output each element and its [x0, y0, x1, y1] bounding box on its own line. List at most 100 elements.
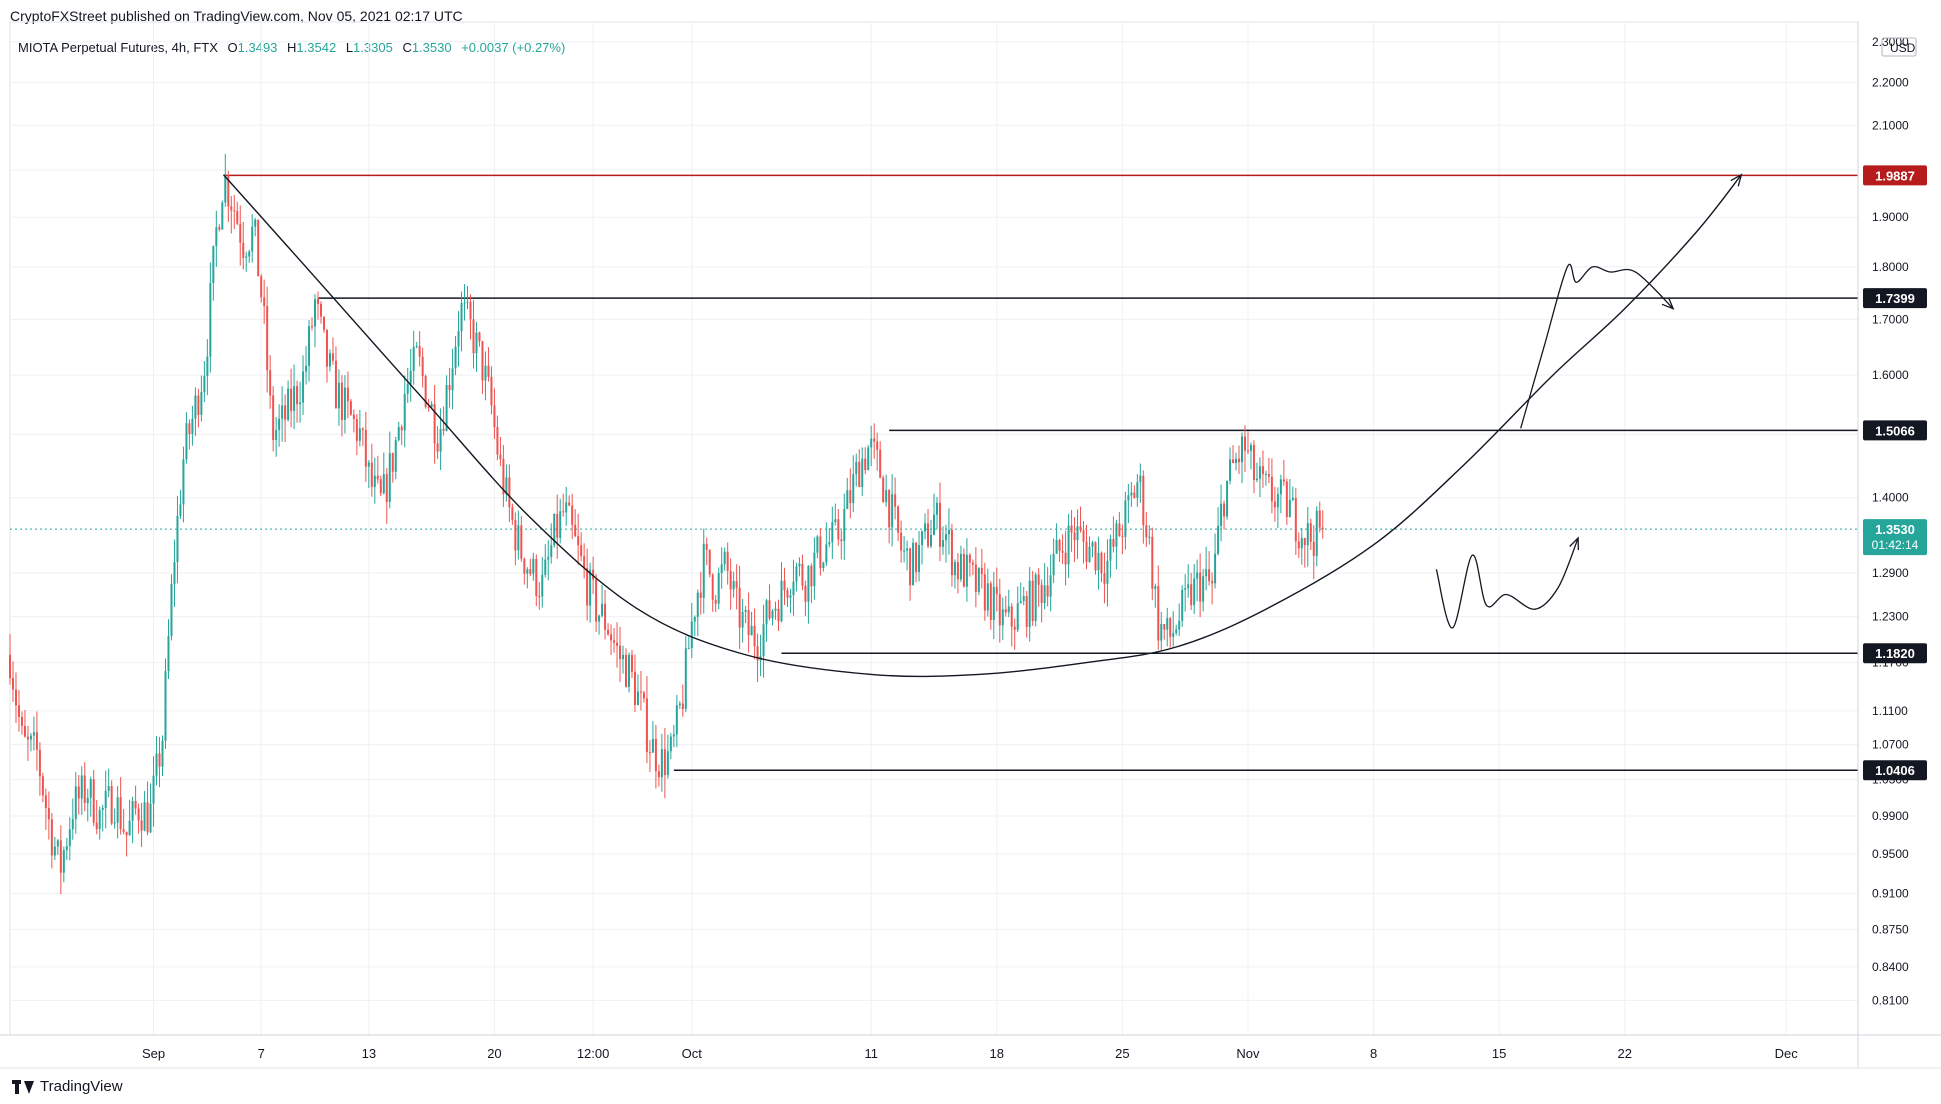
candle-body	[1088, 546, 1091, 562]
candle-body	[592, 569, 595, 580]
price-tick-label: 1.1100	[1872, 704, 1908, 718]
candle-body	[930, 534, 933, 547]
candle-body	[1172, 633, 1175, 637]
candle-body	[717, 573, 720, 604]
candle-body	[38, 749, 41, 777]
candle-body	[550, 545, 553, 557]
candle-body	[397, 426, 400, 441]
candle-body	[535, 558, 538, 597]
candle-body	[418, 345, 421, 357]
candle-body	[568, 502, 571, 506]
price-tick-label: 0.9100	[1872, 886, 1909, 900]
candle-body	[328, 353, 331, 367]
price-tick-label: 0.9900	[1872, 809, 1909, 823]
low-label: L	[345, 40, 354, 55]
symbol-legend: MIOTA Perpetual Futures, 4h, FTX O1.3493…	[18, 40, 565, 55]
candle-body	[1175, 629, 1178, 634]
candle-body	[251, 226, 254, 252]
candle-body	[1019, 600, 1022, 604]
candle-body	[861, 458, 864, 488]
candle-body	[1306, 523, 1309, 546]
candle-body	[334, 360, 337, 409]
candle-body	[409, 370, 412, 384]
price-axis[interactable]: 0.81000.84000.87500.91000.95000.99001.03…	[1857, 22, 1927, 1068]
candle-body	[595, 579, 598, 622]
candle-body	[816, 536, 819, 553]
candle-body	[370, 462, 373, 487]
candle-body	[822, 562, 825, 569]
candle-body	[1109, 538, 1112, 561]
candle-body	[1010, 606, 1013, 627]
candle-body	[1115, 523, 1118, 547]
candle-body	[1094, 542, 1097, 571]
candle-body	[439, 428, 442, 452]
candle-body	[1285, 481, 1288, 517]
price-tick-label: 0.8400	[1872, 960, 1909, 974]
candle-body	[242, 242, 245, 258]
candle-body	[1127, 495, 1130, 501]
candle-body	[1264, 473, 1267, 475]
candle-body	[702, 543, 705, 598]
candle-body	[625, 654, 627, 687]
candle-body	[553, 514, 556, 546]
candle-body	[59, 840, 62, 873]
candle-body	[669, 736, 672, 752]
candle-body	[938, 502, 941, 547]
candle-body	[379, 479, 382, 494]
time-tick-label: 12:00	[577, 1046, 610, 1061]
candle-body	[445, 385, 448, 431]
candle-body	[1315, 510, 1318, 556]
candle-body	[846, 490, 849, 510]
candle-body	[962, 553, 965, 587]
candle-body	[744, 610, 747, 612]
candle-body	[538, 596, 541, 598]
candle-body	[1229, 459, 1232, 481]
candle-body	[493, 405, 496, 427]
candle-body	[415, 345, 418, 347]
candle-body	[352, 414, 355, 420]
candle-body	[882, 477, 885, 503]
candle-body	[1157, 586, 1160, 641]
candle-body	[1238, 458, 1241, 463]
candle-body	[197, 395, 200, 415]
candle-body	[346, 387, 349, 402]
candle-body	[1052, 553, 1055, 576]
candle-body	[1028, 580, 1031, 627]
candle-body	[1142, 475, 1145, 526]
price-tick-label: 0.9500	[1872, 847, 1909, 861]
candle-body	[89, 779, 92, 798]
candle-body	[953, 562, 956, 576]
candle-body	[1112, 538, 1115, 547]
candle-body	[337, 382, 340, 409]
candle-body	[556, 514, 559, 538]
candle-body	[424, 376, 427, 407]
candle-body	[678, 703, 681, 706]
candle-body	[62, 850, 65, 873]
scenario-up-arrowhead	[1661, 297, 1675, 310]
candle-body	[278, 418, 281, 430]
candle-body	[98, 809, 101, 830]
currency-label: USD	[1890, 41, 1916, 55]
tradingview-logo[interactable]: TradingView	[12, 1078, 123, 1095]
candle-body	[14, 689, 17, 706]
candle-body	[786, 590, 789, 598]
candle-body	[317, 299, 319, 304]
candle-body	[544, 559, 547, 575]
time-tick-label: 20	[487, 1046, 501, 1061]
time-axis[interactable]: Sep 7 13 20 12:00 Oct 11 18 25 Nov 8 15 22 Dec	[0, 1034, 1941, 1069]
candle-body	[376, 475, 379, 480]
candle-body	[44, 795, 47, 809]
candle-body	[290, 388, 293, 411]
candle-body	[1001, 609, 1004, 626]
candle-body	[660, 749, 663, 778]
price-tick-label: 1.8000	[1872, 260, 1909, 274]
candle-body	[299, 402, 302, 405]
candle-body	[173, 561, 176, 584]
candle-body	[322, 316, 325, 330]
candle-body	[448, 385, 451, 391]
candle-body	[633, 671, 636, 705]
candle-body	[128, 820, 131, 836]
candle-body	[1145, 525, 1148, 538]
symbol-name[interactable]: MIOTA Perpetual Futures, 4h, FTX	[18, 40, 218, 55]
